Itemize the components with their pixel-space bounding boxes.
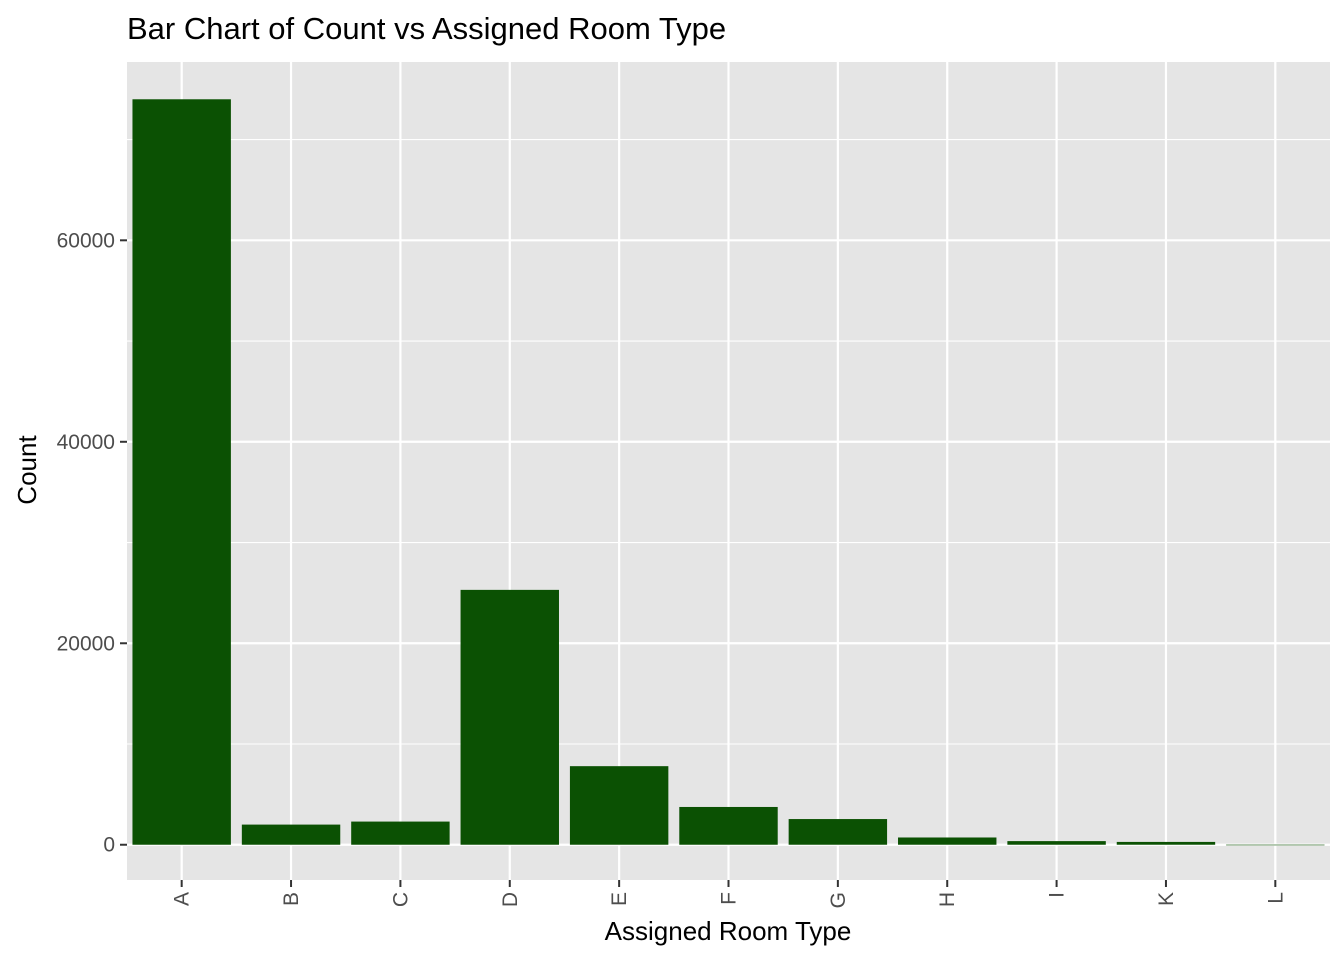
bar-F <box>679 806 778 845</box>
bar-K <box>1116 841 1216 845</box>
bar-L <box>1226 844 1325 846</box>
x-tick-label-E: E <box>608 892 631 906</box>
bar-D <box>460 589 559 845</box>
x-tick-label-I: I <box>1046 892 1069 898</box>
bar-B <box>241 824 341 845</box>
x-tick-label-H: H <box>936 892 959 907</box>
y-tick-label: 0 <box>103 834 115 857</box>
bar-H <box>898 837 997 845</box>
y-tick-label: 40000 <box>57 431 115 454</box>
y-tick-label: 20000 <box>57 632 115 655</box>
x-axis-title: Assigned Room Type <box>605 916 852 946</box>
bar-E <box>569 766 669 845</box>
x-tick-label-B: B <box>280 892 303 906</box>
bar-A <box>132 99 231 845</box>
y-tick-label: 60000 <box>57 229 115 252</box>
x-tick-label-G: G <box>827 892 850 908</box>
bar-G <box>788 819 888 845</box>
x-tick-label-F: F <box>718 892 741 905</box>
chart-title: Bar Chart of Count vs Assigned Room Type <box>127 11 726 46</box>
x-tick-label-K: K <box>1155 892 1178 906</box>
x-tick-label-L: L <box>1264 892 1287 904</box>
x-tick-label-C: C <box>389 892 412 907</box>
y-axis-title: Count <box>12 435 42 505</box>
x-tick-label-D: D <box>499 892 522 907</box>
bar-C <box>351 821 450 845</box>
bar-I <box>1007 841 1106 845</box>
x-tick-label-A: A <box>171 892 194 906</box>
